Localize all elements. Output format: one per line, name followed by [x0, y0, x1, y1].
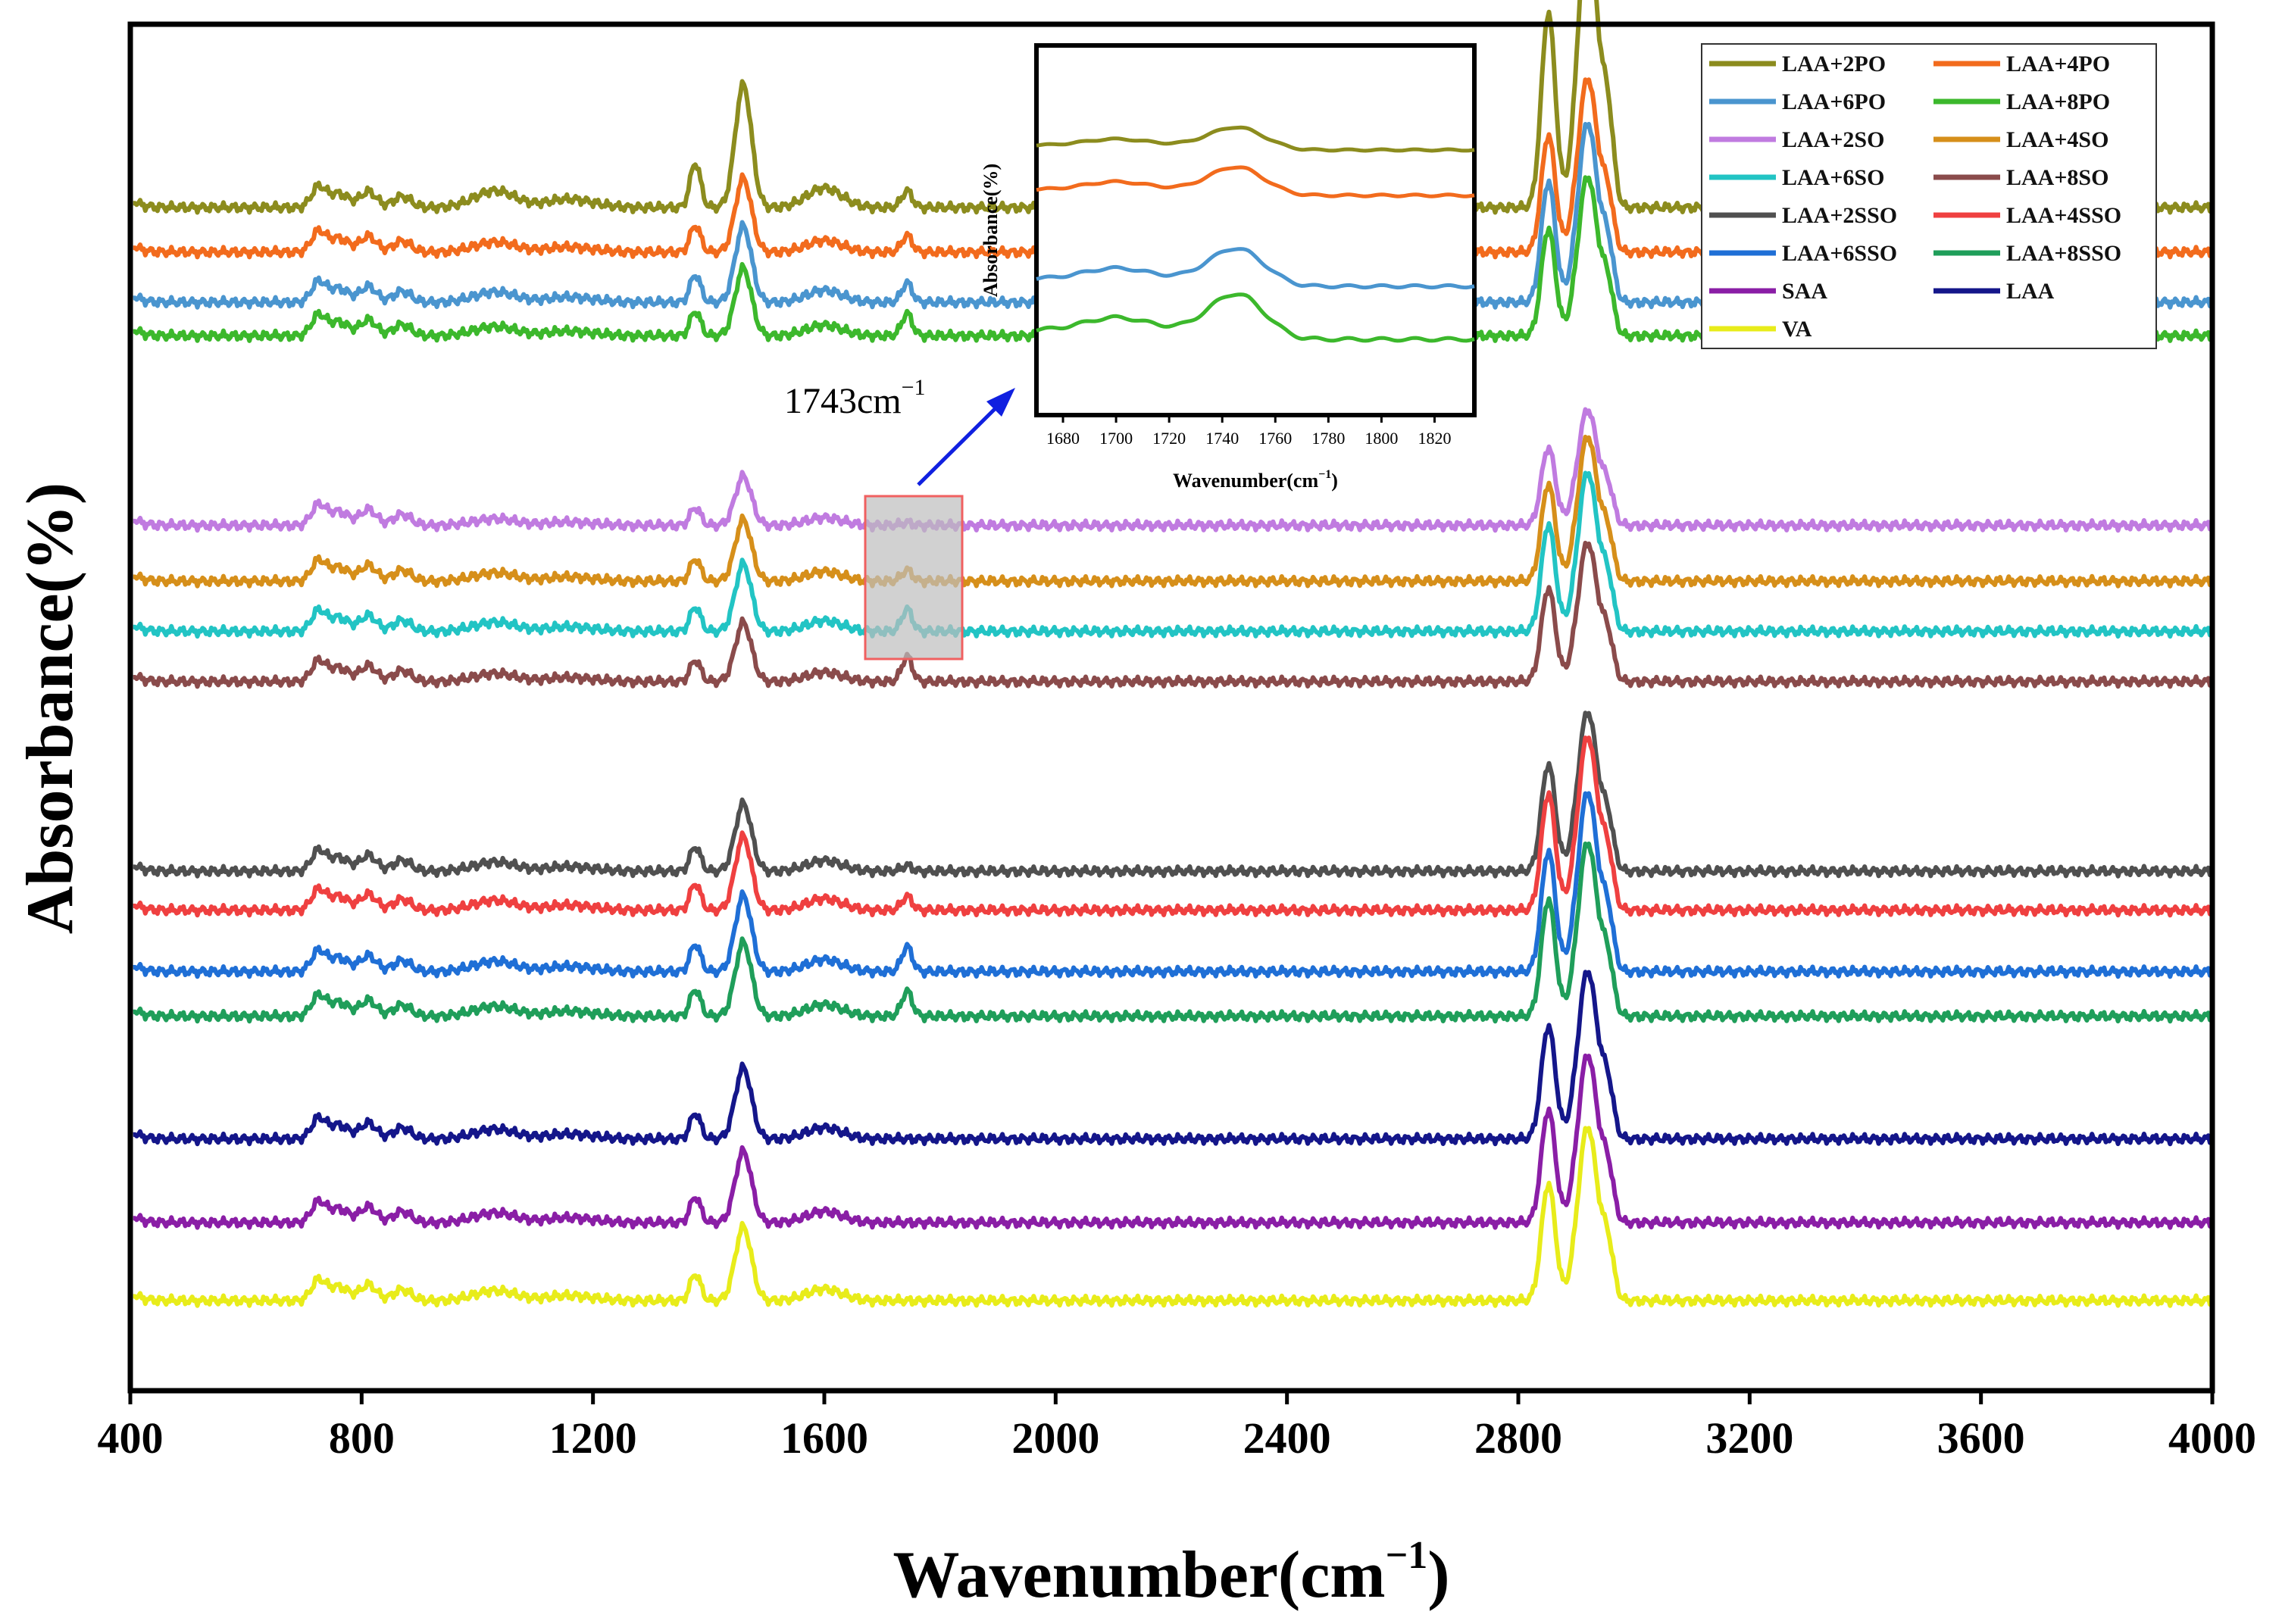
- series-line-laa-6so: [133, 470, 2214, 639]
- series-line-va: [133, 1126, 2214, 1308]
- series-line-laa-8sso: [133, 842, 2214, 1024]
- spectra-series-group: [133, 0, 2214, 1308]
- legend-label: LAA+4SSO: [2006, 203, 2121, 228]
- arrow-head: [986, 388, 1015, 417]
- legend-label: LAA+6PO: [1782, 89, 1886, 114]
- inset-x-tick-label: 1720: [1152, 429, 1186, 448]
- x-axis-ticks: 400 800 1200 1600 2000 2400 2800 3200 3600 4000: [98, 1391, 2256, 1463]
- inset-x-tick-label: 1680: [1046, 429, 1080, 448]
- x-tick-label: 1200: [549, 1413, 637, 1463]
- annotation-arrow: [917, 404, 1000, 486]
- inset-x-tick-label: 1800: [1365, 429, 1398, 448]
- series-line-laa-2so: [133, 407, 2214, 533]
- y-axis-title: Absorbance(%): [14, 483, 87, 934]
- legend-label: LAA: [2006, 279, 2055, 304]
- series-line-laa-8so: [133, 540, 2214, 689]
- highlight-region-1743: [864, 495, 964, 661]
- legend-label: LAA+2SO: [1782, 127, 1884, 152]
- series-line-laa: [133, 970, 2214, 1147]
- series-line-saa: [133, 1053, 2214, 1230]
- x-tick-label: 4000: [2168, 1413, 2256, 1463]
- series-line-laa-2sso: [133, 710, 2214, 879]
- inset-x-tick-label: 1760: [1258, 429, 1292, 448]
- plot-frame: [127, 21, 2215, 1394]
- inset-series-line-laa-4po: [1036, 165, 1475, 198]
- inset-series-line-laa-2po: [1036, 125, 1475, 153]
- legend-label: LAA+2SSO: [1782, 203, 1897, 228]
- x-axis-title: Wavenumber(cm−1): [892, 1534, 1449, 1612]
- x-tick-label: 2000: [1011, 1413, 1099, 1463]
- inset-x-tick-label: 1820: [1418, 429, 1451, 448]
- x-tick-label: 2400: [1243, 1413, 1331, 1463]
- legend-label: LAA+2PO: [1782, 52, 1886, 77]
- x-tick-label: 400: [98, 1413, 164, 1463]
- series-line-laa-4sso: [133, 735, 2214, 918]
- inset-x-tick-label: 1740: [1205, 429, 1239, 448]
- x-tick-label: 2800: [1474, 1413, 1562, 1463]
- legend-label: SAA: [1782, 279, 1827, 304]
- legend-label: LAA+8SO: [2006, 165, 2109, 190]
- legend-frame: [1701, 43, 2157, 349]
- x-tick-label: 800: [329, 1413, 395, 1463]
- legend-label: LAA+6SO: [1782, 165, 1884, 190]
- inset-series-line-laa-6po: [1036, 247, 1475, 290]
- legend-items: LAA+2PO LAA+4PO LAA+6PO LAA+8PO LAA+2SO LAA+4…: [1709, 52, 2121, 342]
- annotation-1743: 1743cm−1: [784, 375, 926, 421]
- series-line-laa-6sso: [133, 791, 2214, 979]
- inset-frame: [1034, 43, 1477, 417]
- inset-x-ticks: 1680 1700 1720 1740 1760 1780 1800 1820: [1046, 415, 1451, 448]
- x-tick-label: 1600: [780, 1413, 868, 1463]
- legend-label: LAA+6SSO: [1782, 241, 1897, 266]
- legend-label: LAA+8PO: [2006, 89, 2110, 114]
- legend-label: VA: [1782, 317, 1812, 342]
- x-tick-label: 3600: [1937, 1413, 2025, 1463]
- inset-x-tick-label: 1700: [1099, 429, 1133, 448]
- inset-x-tick-label: 1780: [1311, 429, 1345, 448]
- inset-x-title: Wavenumber(cm−1): [1173, 468, 1338, 492]
- legend-label: LAA+8SSO: [2006, 241, 2121, 266]
- inset-y-title: Absorbance(%): [980, 164, 1002, 297]
- inset-plot: 1680 1700 1720 1740 1760 1780 1800 1820 Wavenum…: [980, 43, 1477, 492]
- legend-label: LAA+4PO: [2006, 52, 2110, 77]
- series-line-laa-4so: [133, 434, 2214, 589]
- legend: LAA+2PO LAA+4PO LAA+6PO LAA+8PO LAA+2SO LAA+4…: [1701, 43, 2157, 349]
- inset-series-line-laa-8po: [1036, 292, 1475, 343]
- x-tick-label: 3200: [1705, 1413, 1793, 1463]
- legend-label: LAA+4SO: [2006, 127, 2109, 152]
- inset-series-group: [1036, 125, 1475, 343]
